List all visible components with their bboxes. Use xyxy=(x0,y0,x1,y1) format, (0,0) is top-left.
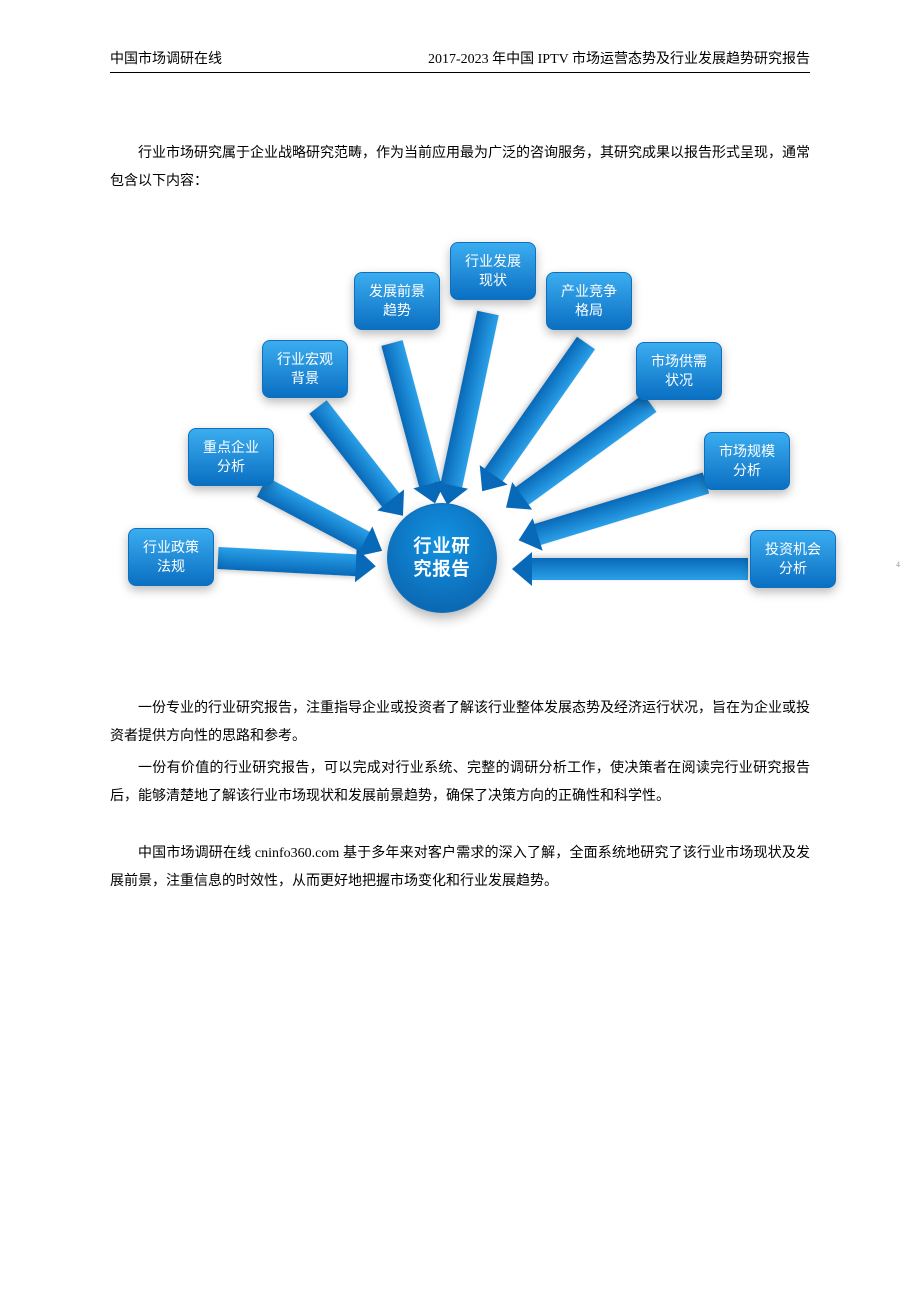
paragraph-2: 一份有价值的行业研究报告，可以完成对行业系统、完整的调研分析工作，使决策者在阅读… xyxy=(110,755,810,811)
arrow-macro xyxy=(309,400,401,510)
node-status: 行业发展 现状 xyxy=(450,242,536,300)
node-label: 发展前景 趋势 xyxy=(369,282,425,320)
arrow-invest xyxy=(528,558,748,580)
paragraph-3: 中国市场调研在线 cninfo360.com 基于多年来对客户需求的深入了解，全… xyxy=(110,840,810,896)
node-label: 市场规模 分析 xyxy=(719,442,775,480)
node-invest: 投资机会 分析 xyxy=(750,530,836,588)
node-supply: 市场供需 状况 xyxy=(636,342,722,400)
arrow-keyent xyxy=(257,477,373,553)
radial-diagram: 行业研 究报告 行业政策 法规 重点企业 分析 行业宏观 背景发展前景 趋势 行业发展 … xyxy=(90,210,830,670)
arrow-policy xyxy=(217,547,360,576)
node-label: 市场供需 状况 xyxy=(651,352,707,390)
node-label: 行业政策 法规 xyxy=(143,538,199,576)
node-label: 重点企业 分析 xyxy=(203,438,259,476)
node-keyent: 重点企业 分析 xyxy=(188,428,274,486)
node-compete: 产业竞争 格局 xyxy=(546,272,632,330)
intro-paragraph: 行业市场研究属于企业战略研究范畴，作为当前应用最为广泛的咨询服务，其研究成果以报… xyxy=(110,140,810,196)
center-circle: 行业研 究报告 xyxy=(387,503,497,613)
arrow-prospect xyxy=(381,340,441,491)
node-policy: 行业政策 法规 xyxy=(128,528,214,586)
header-left: 中国市场调研在线 xyxy=(110,48,222,68)
node-macro: 行业宏观 背景 xyxy=(262,340,348,398)
node-label: 产业竞争 格局 xyxy=(561,282,617,320)
paragraph-1: 一份专业的行业研究报告，注重指导企业或投资者了解该行业整体发展态势及经济运行状况… xyxy=(110,695,810,751)
node-label: 投资机会 分析 xyxy=(765,540,821,578)
page-header: 中国市场调研在线 2017-2023 年中国 IPTV 市场运营态势及行业发展趋… xyxy=(110,48,810,73)
node-label: 行业发展 现状 xyxy=(465,252,521,290)
node-label: 行业宏观 背景 xyxy=(277,350,333,388)
center-label: 行业研 究报告 xyxy=(414,535,471,582)
node-prospect: 发展前景 趋势 xyxy=(354,272,440,330)
side-mark: 4 xyxy=(896,560,900,569)
node-scale: 市场规模 分析 xyxy=(704,432,790,490)
header-right: 2017-2023 年中国 IPTV 市场运营态势及行业发展趋势研究报告 xyxy=(428,48,810,68)
